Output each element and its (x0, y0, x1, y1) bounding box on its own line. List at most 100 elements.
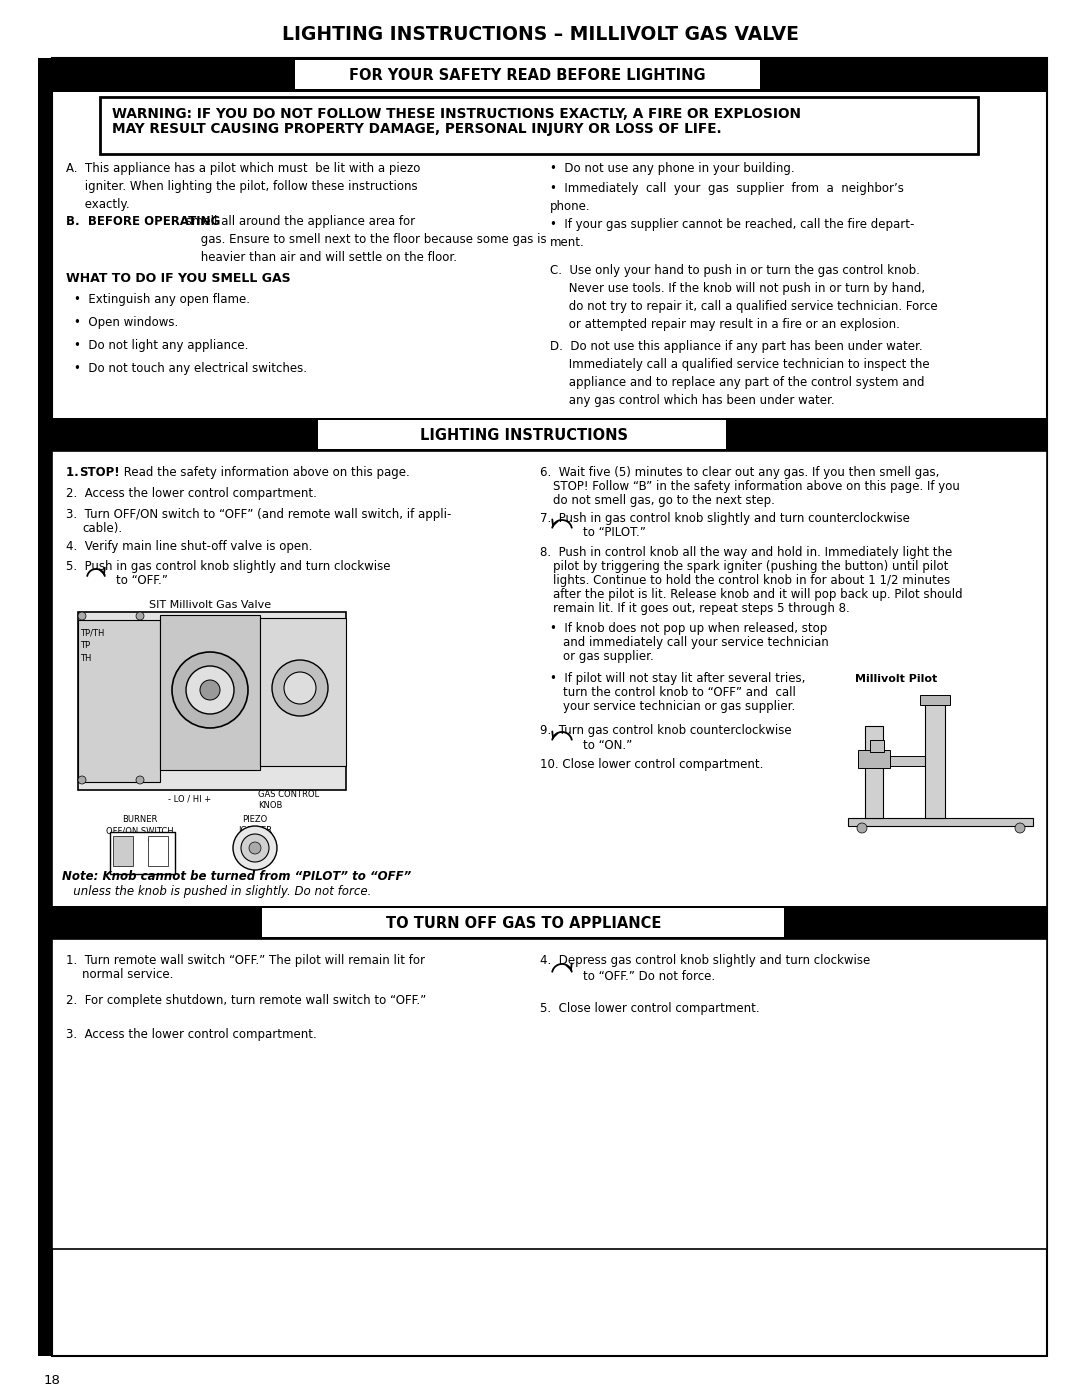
Text: FOR YOUR SAFETY READ BEFORE LIGHTING: FOR YOUR SAFETY READ BEFORE LIGHTING (349, 67, 705, 82)
Text: 2.  Access the lower control compartment.: 2. Access the lower control compartment. (66, 488, 316, 500)
Bar (858, 750, 890, 768)
Text: •  If knob does not pop up when released, stop: • If knob does not pop up when released,… (550, 622, 827, 636)
Circle shape (78, 612, 86, 620)
Bar (52, 939, 1047, 1249)
Text: 4.  Depress gas control knob slightly and turn clockwise: 4. Depress gas control knob slightly and… (540, 954, 870, 967)
Bar (110, 833, 175, 875)
Text: WARNING: IF YOU DO NOT FOLLOW THESE INSTRUCTIONS EXACTLY, A FIRE OR EXPLOSION: WARNING: IF YOU DO NOT FOLLOW THESE INST… (112, 108, 801, 122)
Text: 4.  Verify main line shut-off valve is open.: 4. Verify main line shut-off valve is op… (66, 541, 312, 553)
Circle shape (136, 612, 144, 620)
Text: OFF: OFF (118, 838, 132, 844)
Text: turn the control knob to “OFF” and  call: turn the control knob to “OFF” and call (563, 686, 796, 698)
Text: to “OFF.”: to “OFF.” (116, 574, 167, 587)
Bar (260, 617, 346, 766)
Text: •  Immediately  call  your  gas  supplier  from  a  neighbor’s
phone.: • Immediately call your gas supplier fro… (550, 182, 904, 212)
Text: •  Do not touch any electrical switches.: • Do not touch any electrical switches. (75, 362, 307, 374)
Bar (78, 620, 160, 782)
Circle shape (249, 842, 261, 854)
Text: 9.  Turn gas control knob counterclockwise: 9. Turn gas control knob counterclockwis… (540, 724, 792, 738)
Text: TP/TH: TP/TH (80, 629, 105, 637)
Text: 18: 18 (44, 1375, 60, 1387)
Text: 3.  Access the lower control compartment.: 3. Access the lower control compartment. (66, 1028, 316, 1041)
Text: TO TURN OFF GAS TO APPLIANCE: TO TURN OFF GAS TO APPLIANCE (387, 915, 662, 930)
Text: or gas supplier.: or gas supplier. (563, 650, 653, 664)
Bar (52, 451, 1047, 1151)
Text: and immediately call your service technician: and immediately call your service techni… (563, 636, 828, 650)
Text: lights. Continue to hold the control knob in for about 1 1/2 minutes: lights. Continue to hold the control kno… (553, 574, 950, 587)
Text: cable).: cable). (82, 522, 122, 535)
Text: 2.  For complete shutdown, turn remote wall switch to “OFF.”: 2. For complete shutdown, turn remote wa… (66, 995, 427, 1007)
Text: MAY RESULT CAUSING PROPERTY DAMAGE, PERSONAL INJURY OR LOSS OF LIFE.: MAY RESULT CAUSING PROPERTY DAMAGE, PERS… (112, 122, 721, 136)
Text: LIGHTING INSTRUCTIONS: LIGHTING INSTRUCTIONS (420, 427, 627, 443)
Text: STOP! Follow “B” in the safety information above on this page. If you: STOP! Follow “B” in the safety informati… (553, 481, 960, 493)
Bar (295, 60, 760, 89)
Text: SIT Millivolt Gas Valve: SIT Millivolt Gas Valve (149, 599, 271, 610)
Text: Read the safety information above on this page.: Read the safety information above on thi… (120, 467, 409, 479)
Text: BURNER
OFF/ON SWITCH: BURNER OFF/ON SWITCH (106, 814, 174, 835)
Bar (52, 907, 1047, 939)
Text: - LO / HI +: - LO / HI + (168, 793, 211, 803)
Bar (318, 420, 726, 448)
Circle shape (284, 672, 316, 704)
Bar (865, 726, 883, 819)
Text: your service technician or gas supplier.: your service technician or gas supplier. (563, 700, 795, 712)
Text: to “ON.”: to “ON.” (583, 739, 632, 752)
Bar (113, 835, 133, 866)
Bar (848, 819, 1032, 826)
Text: 10. Close lower control compartment.: 10. Close lower control compartment. (540, 759, 764, 771)
Bar (100, 96, 978, 154)
Text: remain lit. If it goes out, repeat steps 5 through 8.: remain lit. If it goes out, repeat steps… (553, 602, 850, 615)
Text: unless the knob is pushed in slightly. Do not force.: unless the knob is pushed in slightly. D… (62, 886, 372, 898)
Text: LIGHTING INSTRUCTIONS – MILLIVOLT GAS VALVE: LIGHTING INSTRUCTIONS – MILLIVOLT GAS VA… (282, 25, 798, 43)
Circle shape (241, 834, 269, 862)
Circle shape (186, 666, 234, 714)
Bar (924, 700, 945, 819)
Circle shape (233, 826, 276, 870)
Text: D.  Do not use this appliance if any part has been under water.
     Immediately: D. Do not use this appliance if any part… (550, 339, 930, 407)
Bar (148, 835, 168, 866)
Text: to “PILOT.”: to “PILOT.” (583, 527, 646, 539)
Circle shape (1015, 823, 1025, 833)
Text: Note: Knob cannot be turned from “PILOT” to “OFF”: Note: Knob cannot be turned from “PILOT”… (62, 870, 411, 883)
Text: pilot by triggering the spark igniter (pushing the button) until pilot: pilot by triggering the spark igniter (p… (553, 560, 948, 573)
Text: A.  This appliance has a pilot which must  be lit with a piezo
     igniter. Whe: A. This appliance has a pilot which must… (66, 162, 420, 211)
Text: ON: ON (148, 838, 159, 844)
Text: 3.  Turn OFF/ON switch to “OFF” (and remote wall switch, if appli-: 3. Turn OFF/ON switch to “OFF” (and remo… (66, 509, 451, 521)
Text: 6.  Wait five (5) minutes to clear out any gas. If you then smell gas,: 6. Wait five (5) minutes to clear out an… (540, 467, 940, 479)
Text: after the pilot is lit. Release knob and it will pop back up. Pilot should: after the pilot is lit. Release knob and… (553, 588, 962, 601)
Bar (52, 59, 1047, 92)
Text: STOP!: STOP! (79, 467, 120, 479)
Text: Millivolt Pilot: Millivolt Pilot (855, 673, 937, 685)
Text: 5.  Push in gas control knob slightly and turn clockwise: 5. Push in gas control knob slightly and… (66, 560, 391, 573)
Circle shape (78, 775, 86, 784)
Circle shape (858, 823, 867, 833)
Text: GAS CONTROL
KNOB: GAS CONTROL KNOB (258, 789, 319, 810)
Text: 1.  Turn remote wall switch “OFF.” The pilot will remain lit for: 1. Turn remote wall switch “OFF.” The pi… (66, 954, 426, 967)
Text: to “OFF.” Do not force.: to “OFF.” Do not force. (583, 970, 715, 983)
Text: TH: TH (80, 654, 92, 664)
Text: •  If pilot will not stay lit after several tries,: • If pilot will not stay lit after sever… (550, 672, 806, 685)
Text: TP: TP (80, 641, 90, 650)
Bar (78, 612, 346, 789)
Bar (883, 756, 928, 766)
Text: •  Do not light any appliance.: • Do not light any appliance. (75, 339, 248, 352)
Bar (920, 694, 950, 705)
Text: B.  BEFORE OPERATING: B. BEFORE OPERATING (66, 215, 220, 228)
Text: do not smell gas, go to the next step.: do not smell gas, go to the next step. (553, 495, 774, 507)
Circle shape (172, 652, 248, 728)
Bar (262, 908, 784, 937)
Text: PIEZO
IGNITER: PIEZO IGNITER (238, 814, 272, 835)
Text: smell all around the appliance area for
     gas. Ensure to smell next to the fl: smell all around the appliance area for … (183, 215, 546, 264)
Text: •  Extinguish any open flame.: • Extinguish any open flame. (75, 293, 249, 306)
Bar (160, 615, 260, 770)
Text: WHAT TO DO IF YOU SMELL GAS: WHAT TO DO IF YOU SMELL GAS (66, 272, 291, 285)
Text: 8.  Push in control knob all the way and hold in. Immediately light the: 8. Push in control knob all the way and … (540, 546, 953, 559)
Bar (38, 59, 52, 1356)
Bar (845, 690, 1035, 855)
Text: C.  Use only your hand to push in or turn the gas control knob.
     Never use t: C. Use only your hand to push in or turn… (550, 264, 937, 331)
Text: 1.: 1. (66, 467, 83, 479)
Text: normal service.: normal service. (82, 968, 174, 981)
Circle shape (200, 680, 220, 700)
Circle shape (272, 659, 328, 717)
Text: 5.  Close lower control compartment.: 5. Close lower control compartment. (540, 1002, 759, 1016)
